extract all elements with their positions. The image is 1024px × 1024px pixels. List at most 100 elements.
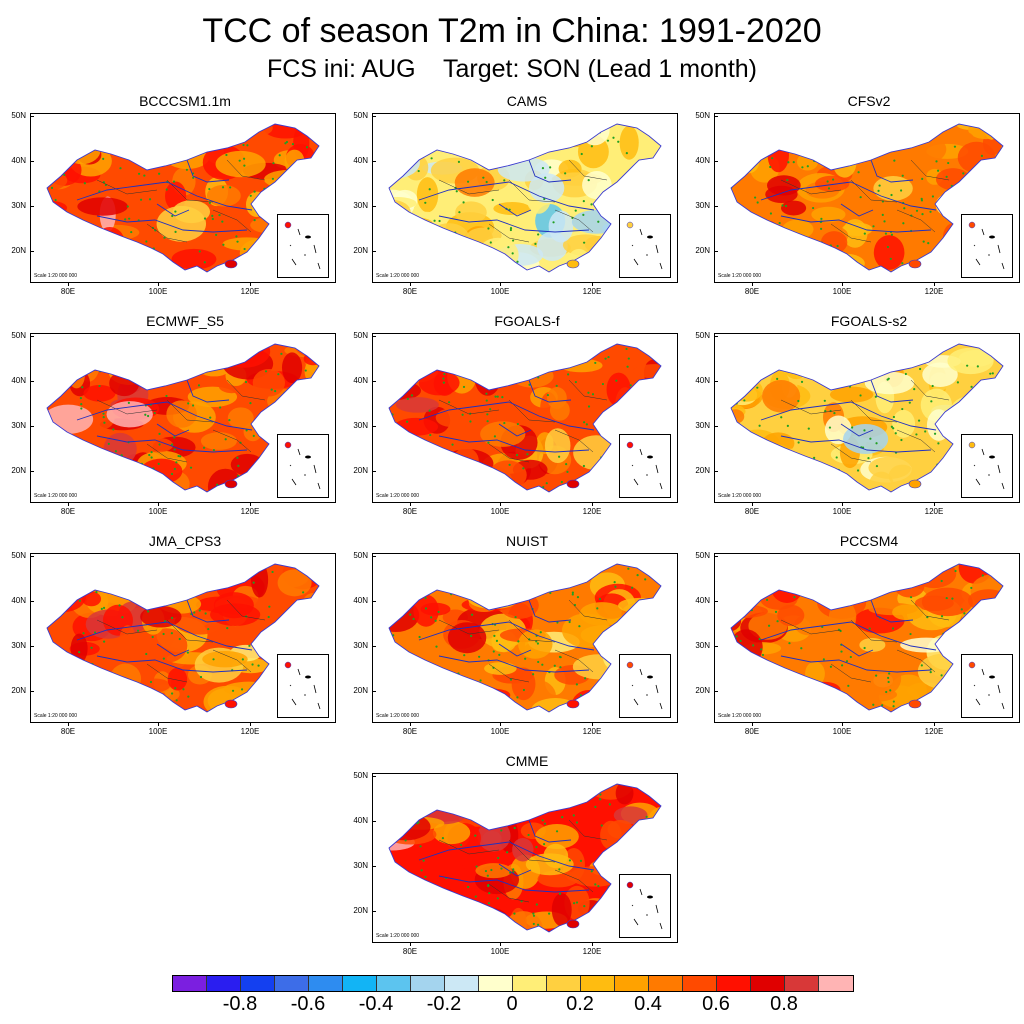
colorbar-label: 0.6	[702, 993, 730, 1015]
inset-map	[626, 221, 663, 270]
x-tick-label: 80E	[48, 282, 88, 296]
y-tick-label: 20N	[684, 246, 718, 255]
colorbar-swatch	[683, 976, 717, 991]
x-tick-label: 100E	[822, 282, 862, 296]
y-tick-label: 40N	[0, 376, 34, 385]
map-panel: PCCSM4 Scale 1:20 000 000 50N 40N 30N 20N 80E 1…	[684, 533, 1024, 748]
x-tick-label: 120E	[230, 722, 270, 736]
colorbar-label: 0.2	[566, 993, 594, 1015]
x-tick-label: 80E	[390, 942, 430, 956]
x-tick-label: 80E	[732, 502, 772, 516]
inset-map	[284, 661, 321, 710]
x-tick-label: 100E	[480, 722, 520, 736]
inset-map	[284, 221, 321, 270]
colorbar-swatch	[785, 976, 819, 991]
y-tick-label: 30N	[342, 421, 376, 430]
panel-title: PCCSM4	[839, 533, 899, 549]
scale-label: Scale 1:20 000 000	[376, 493, 420, 499]
south-china-sea-inset	[619, 434, 671, 498]
colorbar-label: 0	[506, 993, 518, 1015]
y-tick-label: 50N	[342, 331, 376, 340]
colorbar-label: -0.4	[358, 993, 394, 1015]
y-tick-label: 30N	[684, 421, 718, 430]
y-tick-label: 20N	[684, 686, 718, 695]
y-tick-label: 30N	[342, 861, 376, 870]
y-tick-label: 50N	[0, 111, 34, 120]
colorbar-swatch	[581, 976, 615, 991]
x-tick-label: 100E	[138, 502, 178, 516]
panel-title: NUIST	[506, 533, 548, 549]
x-tick-label: 80E	[48, 502, 88, 516]
y-tick-label: 20N	[342, 686, 376, 695]
panel-title: ECMWF_S5	[146, 313, 224, 329]
colorbar-swatch	[751, 976, 785, 991]
colorbar-swatch	[309, 976, 343, 991]
y-tick-label: 40N	[0, 596, 34, 605]
map-panel: FGOALS-f Scale 1:20 000 000 50N 40N 30N 20N 80…	[342, 313, 682, 528]
colorbar-label: -0.2	[426, 993, 462, 1015]
scale-label: Scale 1:20 000 000	[718, 713, 762, 719]
colorbar-swatch	[819, 976, 853, 991]
x-tick-label: 100E	[822, 502, 862, 516]
y-tick-label: 30N	[342, 201, 376, 210]
x-tick-label: 80E	[390, 282, 430, 296]
scale-label: Scale 1:20 000 000	[376, 273, 420, 279]
panel-title: CAMS	[506, 93, 548, 109]
x-tick-label: 120E	[230, 282, 270, 296]
colorbar-swatch	[649, 976, 683, 991]
map-frame: Scale 1:20 000 000	[30, 333, 336, 503]
panel-title: BCCCSM1.1m	[139, 93, 231, 109]
x-tick-label: 80E	[732, 722, 772, 736]
y-tick-label: 40N	[684, 596, 718, 605]
y-tick-label: 20N	[0, 246, 34, 255]
y-tick-label: 50N	[684, 331, 718, 340]
south-china-sea-inset	[619, 214, 671, 278]
inset-map	[284, 441, 321, 490]
y-tick-label: 40N	[684, 156, 718, 165]
map-frame: Scale 1:20 000 000	[372, 773, 678, 943]
south-china-sea-inset	[961, 214, 1013, 278]
y-tick-label: 20N	[342, 246, 376, 255]
south-china-sea-inset	[277, 214, 329, 278]
x-tick-label: 120E	[572, 722, 612, 736]
map-frame: Scale 1:20 000 000	[714, 333, 1020, 503]
scale-label: Scale 1:20 000 000	[376, 713, 420, 719]
x-tick-label: 100E	[480, 502, 520, 516]
x-tick-label: 80E	[390, 722, 430, 736]
inset-map	[626, 441, 663, 490]
inset-map	[968, 441, 1005, 490]
map-panel: CFSv2 Scale 1:20 000 000 50N 40N 30N 20N 80E 10…	[684, 93, 1024, 308]
colorbar-label: -0.6	[290, 993, 326, 1015]
map-panel: BCCCSM1.1m Scale 1:20 000 000 50N 40N 30N 20N…	[0, 93, 340, 308]
x-tick-label: 120E	[914, 722, 954, 736]
scale-label: Scale 1:20 000 000	[34, 273, 78, 279]
panel-title: FGOALS-s2	[830, 313, 908, 329]
x-tick-label: 120E	[572, 502, 612, 516]
scale-label: Scale 1:20 000 000	[34, 713, 78, 719]
china-map	[46, 563, 320, 713]
map-panel: FGOALS-s2 Scale 1:20 000 000 50N 40N 30N 20N 8…	[684, 313, 1024, 528]
y-tick-label: 50N	[342, 111, 376, 120]
south-china-sea-inset	[961, 434, 1013, 498]
scale-label: Scale 1:20 000 000	[34, 493, 78, 499]
x-tick-label: 100E	[822, 722, 862, 736]
map-panel: ECMWF_S5 Scale 1:20 000 000 50N 40N 30N 20N 80…	[0, 313, 340, 528]
china-map	[730, 343, 1004, 493]
y-tick-label: 50N	[342, 771, 376, 780]
colorbar-swatch	[411, 976, 445, 991]
map-frame: Scale 1:20 000 000	[372, 113, 678, 283]
y-tick-label: 40N	[684, 376, 718, 385]
y-tick-label: 20N	[0, 686, 34, 695]
x-tick-label: 120E	[914, 502, 954, 516]
colorbar-label: 0.4	[634, 993, 662, 1015]
colorbar-swatch	[377, 976, 411, 991]
y-tick-label: 40N	[342, 816, 376, 825]
colorbar-swatch	[275, 976, 309, 991]
map-panel: CAMS Scale 1:20 000 000 50N 40N 30N 20N 80E 100…	[342, 93, 682, 308]
map-frame: Scale 1:20 000 000	[30, 553, 336, 723]
panel-title: JMA_CPS3	[148, 533, 222, 549]
y-tick-label: 50N	[684, 551, 718, 560]
x-tick-label: 100E	[480, 282, 520, 296]
y-tick-label: 20N	[0, 466, 34, 475]
figure-subtitle: FCS ini: AUG Target: SON (Lead 1 month)	[266, 55, 757, 83]
